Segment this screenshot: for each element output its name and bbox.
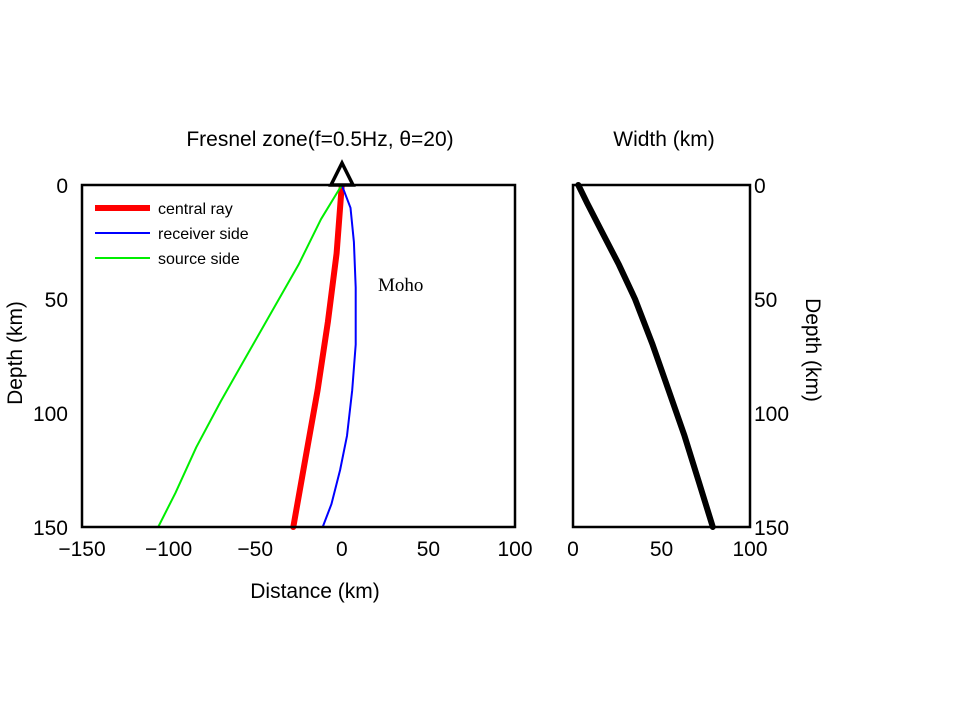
- y-tick-label: 150: [754, 517, 789, 540]
- legend-label: receiver side: [158, 226, 249, 243]
- width-y-axis-label: Depth (km): [801, 298, 824, 402]
- x-tick-label: 50: [417, 538, 440, 561]
- fresnel-x-axis-label: Distance (km): [250, 580, 380, 603]
- station-triangle-icon: [328, 159, 356, 187]
- width-line: [575, 182, 716, 530]
- receiver-side-line: [321, 184, 357, 528]
- legend: central ray receiver side source side: [95, 201, 249, 268]
- y-tick-label: 0: [754, 175, 766, 198]
- x-tick-label: 100: [732, 538, 767, 561]
- y-tick-label: 100: [33, 403, 68, 426]
- fresnel-y-ticks: 0 50 100 150: [33, 175, 68, 540]
- x-tick-label: −100: [145, 538, 192, 561]
- width-series: [575, 182, 716, 530]
- width-plot-frame: [571, 183, 752, 529]
- width-y-ticks: 0 50 100 150: [754, 175, 789, 540]
- width-x-ticks: 0 50 100: [567, 538, 767, 561]
- legend-label: central ray: [158, 201, 233, 218]
- width-chart-title: Width (km): [613, 128, 715, 151]
- fresnel-zone-panel: Fresnel zone(f=0.5Hz, θ=20) Distance (km…: [4, 128, 533, 603]
- x-tick-label: 0: [336, 538, 348, 561]
- fresnel-series: [157, 182, 357, 530]
- y-tick-label: 0: [56, 175, 68, 198]
- y-tick-label: 50: [754, 289, 777, 312]
- central-ray-line: [290, 182, 345, 530]
- fresnel-plot-frame: [80, 183, 517, 529]
- x-tick-label: 0: [567, 538, 579, 561]
- moho-annotation: Moho: [378, 275, 423, 296]
- fresnel-chart-title: Fresnel zone(f=0.5Hz, θ=20): [186, 128, 453, 151]
- fresnel-x-ticks: −150 −100 −50 0 50 100: [58, 538, 532, 561]
- x-tick-label: 100: [497, 538, 532, 561]
- x-tick-label: −50: [237, 538, 273, 561]
- legend-label: source side: [158, 251, 240, 268]
- y-tick-label: 150: [33, 517, 68, 540]
- y-tick-label: 100: [754, 403, 789, 426]
- x-tick-label: −150: [58, 538, 105, 561]
- source-side-line: [157, 184, 343, 528]
- fresnel-y-axis-label: Depth (km): [4, 301, 27, 405]
- y-tick-label: 50: [45, 289, 68, 312]
- x-tick-label: 50: [650, 538, 673, 561]
